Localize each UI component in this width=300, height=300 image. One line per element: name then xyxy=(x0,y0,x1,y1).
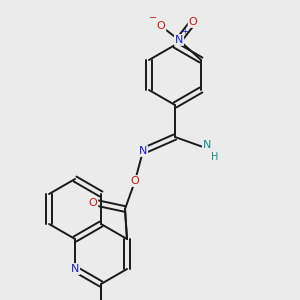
Text: +: + xyxy=(182,28,188,37)
Text: H: H xyxy=(211,152,219,162)
Text: N: N xyxy=(139,146,147,156)
Text: O: O xyxy=(189,17,197,27)
Text: O: O xyxy=(88,198,98,208)
Text: N: N xyxy=(175,35,183,45)
Text: −: − xyxy=(149,13,157,23)
Text: N: N xyxy=(71,264,79,274)
Text: N: N xyxy=(203,140,211,150)
Text: O: O xyxy=(130,176,140,186)
Text: O: O xyxy=(157,21,165,31)
